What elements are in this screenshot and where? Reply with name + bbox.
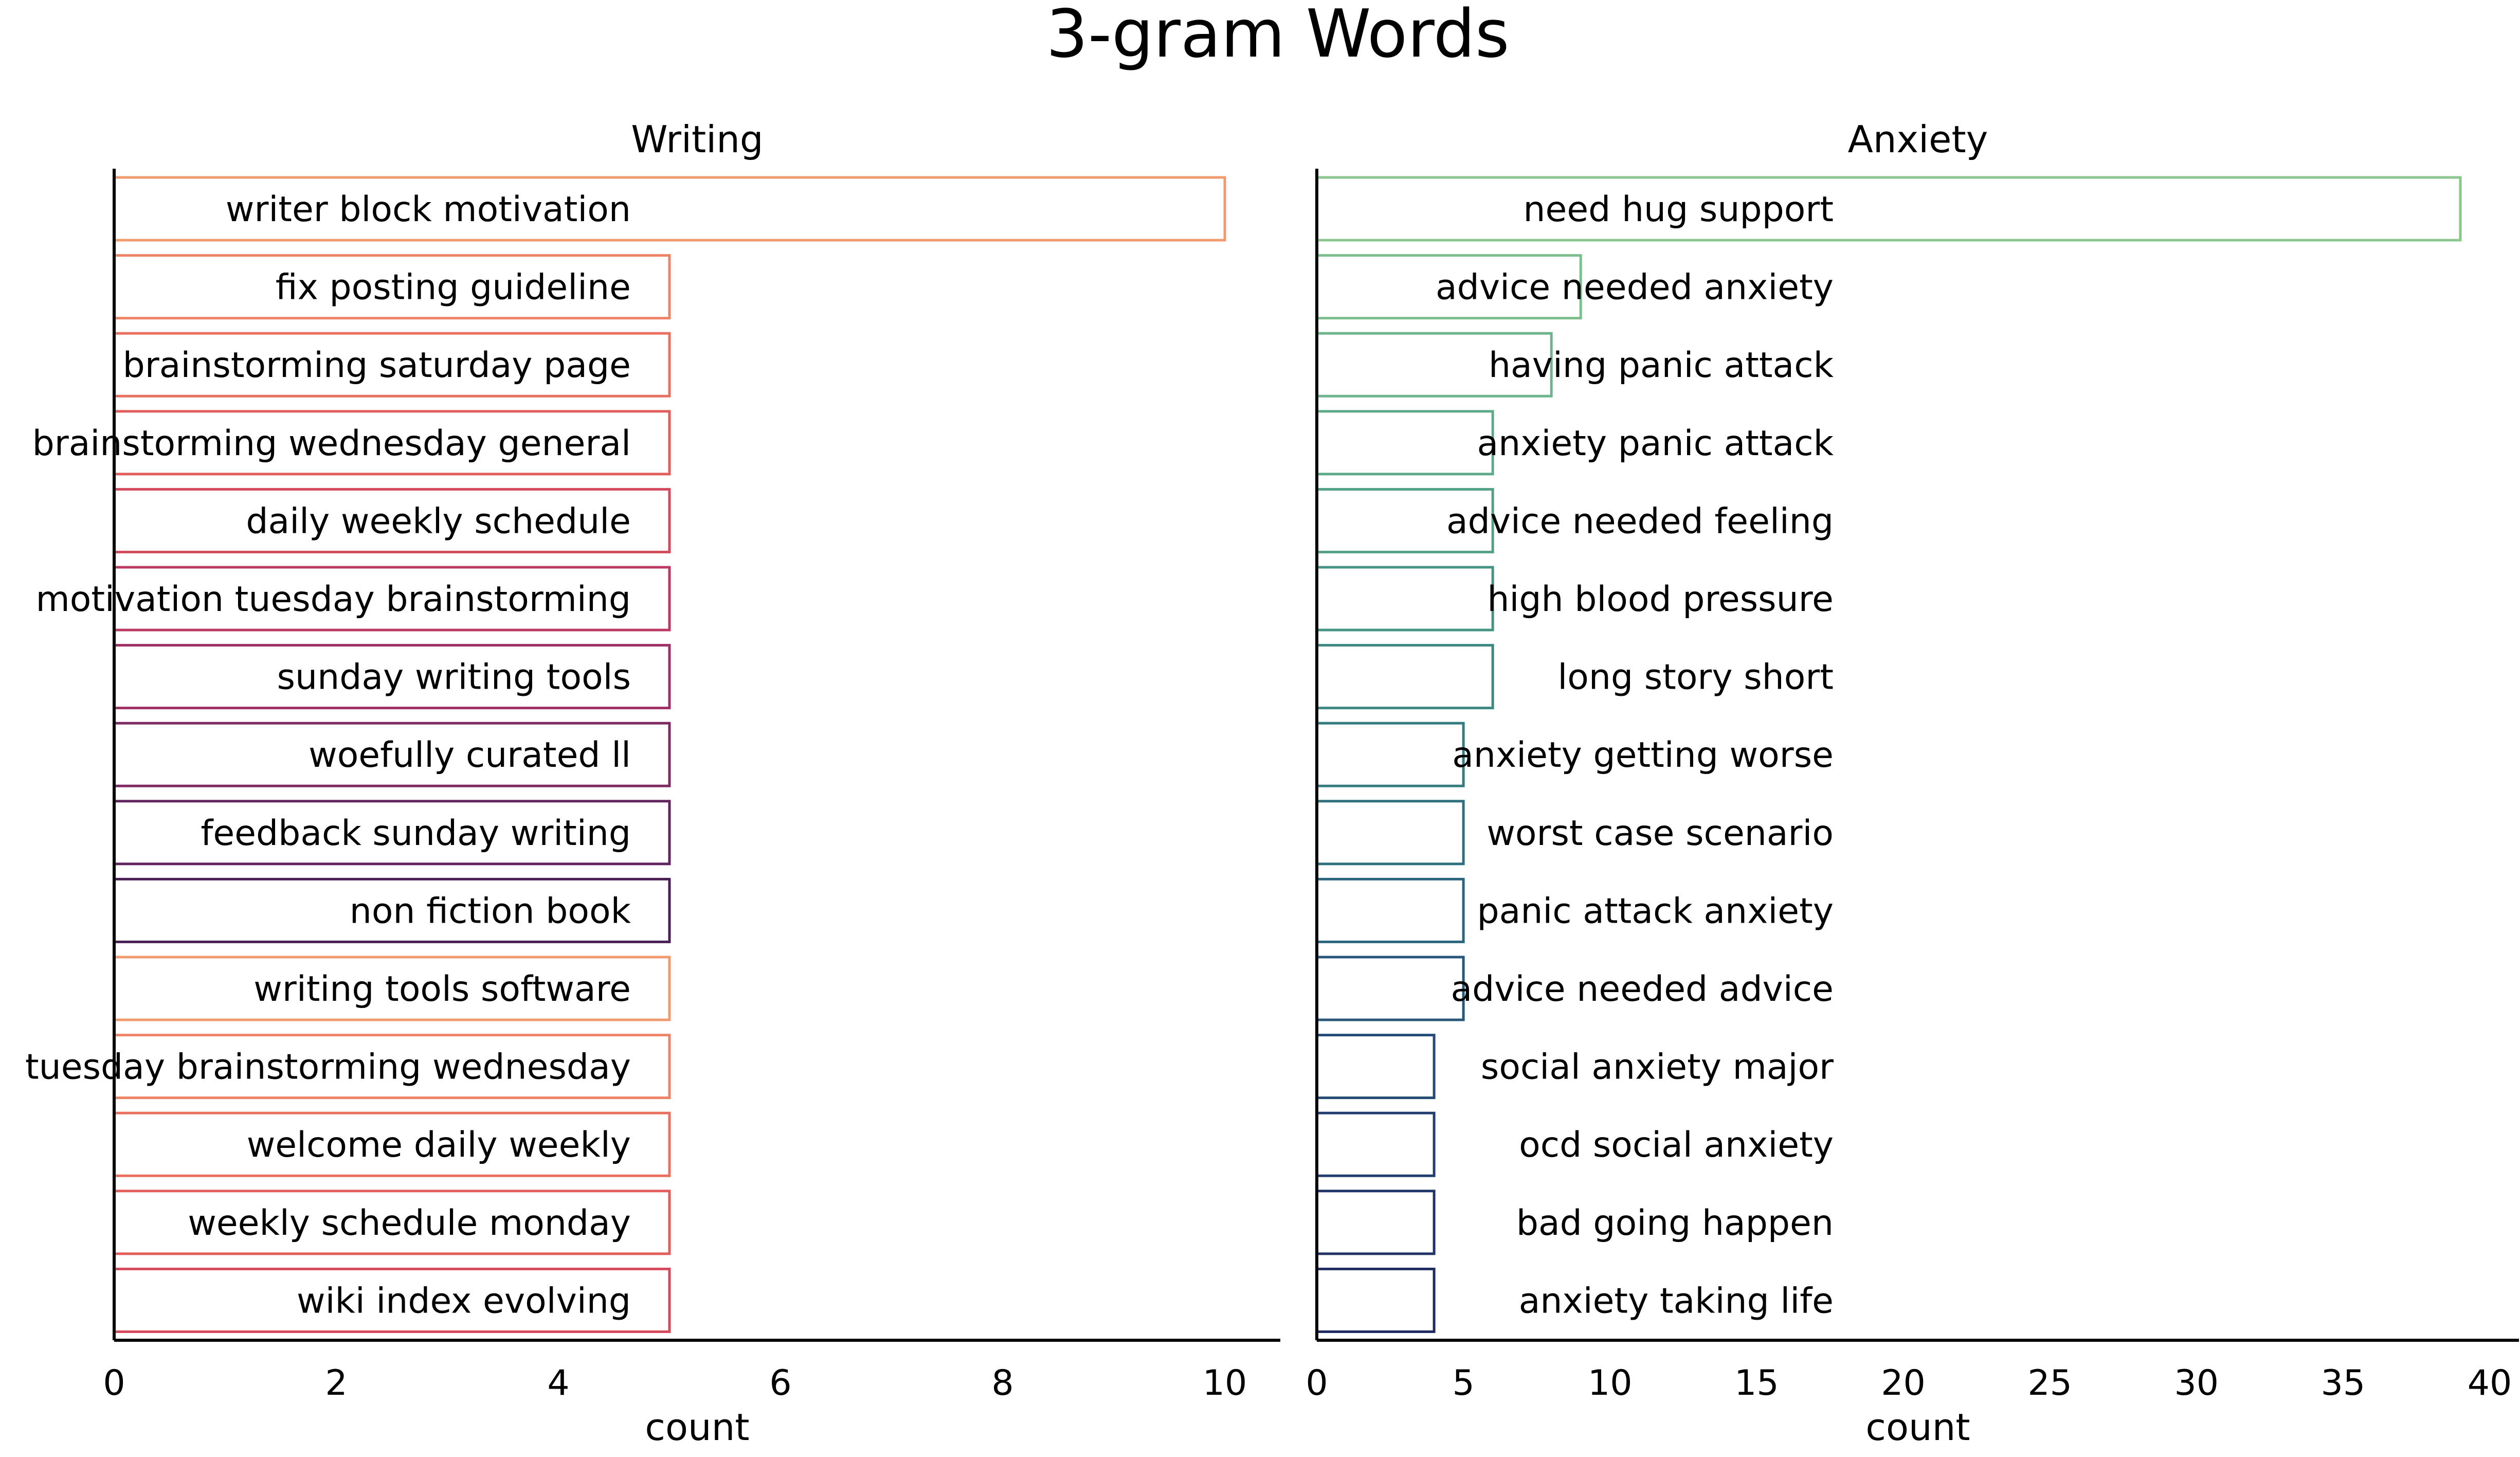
bar-label: high blood pressure xyxy=(1487,579,1834,620)
x-tick-label: 8 xyxy=(991,1363,1013,1404)
panel-title: Writing xyxy=(631,118,763,161)
bar-label: advice needed anxiety xyxy=(1436,267,1834,308)
bar-label: long story short xyxy=(1557,657,1834,698)
bar-label: sunday writing tools xyxy=(277,657,631,698)
bar xyxy=(1315,800,1465,866)
bar-label: writer block motivation xyxy=(226,189,631,230)
x-tick-label: 10 xyxy=(1588,1363,1633,1404)
bar-label: writing tools software xyxy=(253,969,631,1010)
x-tick-label: 35 xyxy=(2321,1363,2366,1404)
bar xyxy=(1315,644,1494,710)
bar-label: welcome daily weekly xyxy=(247,1125,631,1165)
x-axis-label: count xyxy=(1865,1406,1970,1449)
bar-label: anxiety getting worse xyxy=(1452,735,1834,776)
bar xyxy=(1315,566,1494,632)
bar-label: advice needed feeling xyxy=(1446,501,1834,542)
bar-label: weekly schedule monday xyxy=(188,1203,631,1244)
x-tick-label: 0 xyxy=(1306,1363,1328,1404)
x-tick-label: 0 xyxy=(103,1363,125,1404)
bar-label: ocd social anxiety xyxy=(1519,1125,1834,1165)
bar-label: bad going happen xyxy=(1516,1203,1834,1244)
bar-label: brainstorming saturday page xyxy=(123,345,631,386)
x-axis-label: count xyxy=(645,1406,749,1449)
bar-label: tuesday brainstorming wednesday xyxy=(25,1047,631,1088)
bar-label: brainstorming wednesday general xyxy=(32,423,631,464)
bar xyxy=(1315,1111,1436,1177)
bar-label: woefully curated ll xyxy=(309,735,631,776)
bar-label: anxiety taking life xyxy=(1519,1281,1834,1321)
bar xyxy=(1315,722,1465,787)
bar-label: non fiction book xyxy=(350,891,631,931)
bar-label: anxiety panic attack xyxy=(1477,423,1834,464)
x-tick-label: 20 xyxy=(1881,1363,1926,1404)
bar-label: fix posting guideline xyxy=(276,267,631,308)
bar xyxy=(1315,1034,1436,1100)
x-tick-label: 25 xyxy=(2027,1363,2072,1404)
bar-label: having panic attack xyxy=(1489,345,1834,386)
bar xyxy=(1315,956,1465,1021)
x-tick-label: 10 xyxy=(1203,1363,1247,1404)
bar-label: panic attack anxiety xyxy=(1477,891,1834,931)
bar-label: motivation tuesday brainstorming xyxy=(35,579,631,620)
bar xyxy=(1315,877,1465,943)
bar xyxy=(1315,1190,1436,1255)
bar-label: wiki index evolving xyxy=(297,1281,631,1321)
x-tick-label: 15 xyxy=(1734,1363,1779,1404)
x-tick-label: 6 xyxy=(769,1363,791,1404)
bar-label: social anxiety major xyxy=(1481,1047,1834,1088)
figure-title: 3-gram Words xyxy=(1046,0,1510,73)
bar-label: advice needed advice xyxy=(1451,969,1834,1010)
bar-label: worst case scenario xyxy=(1486,813,1834,854)
bar xyxy=(1315,176,2462,242)
panel-title: Anxiety xyxy=(1848,118,1988,161)
panel-anxiety: Anxiety need hug support advice needed anx… xyxy=(1306,118,2519,1449)
bar xyxy=(1315,410,1494,476)
bar-label: daily weekly schedule xyxy=(246,501,631,542)
x-tick-label: 40 xyxy=(2468,1363,2512,1404)
x-tick-label: 30 xyxy=(2174,1363,2219,1404)
x-tick-label: 5 xyxy=(1452,1363,1474,1404)
x-tick-label: 4 xyxy=(547,1363,569,1404)
bar-label: need hug support xyxy=(1523,189,1834,230)
bar xyxy=(1315,1267,1436,1333)
x-tick-label: 2 xyxy=(325,1363,347,1404)
bar-label: feedback sunday writing xyxy=(201,813,631,854)
